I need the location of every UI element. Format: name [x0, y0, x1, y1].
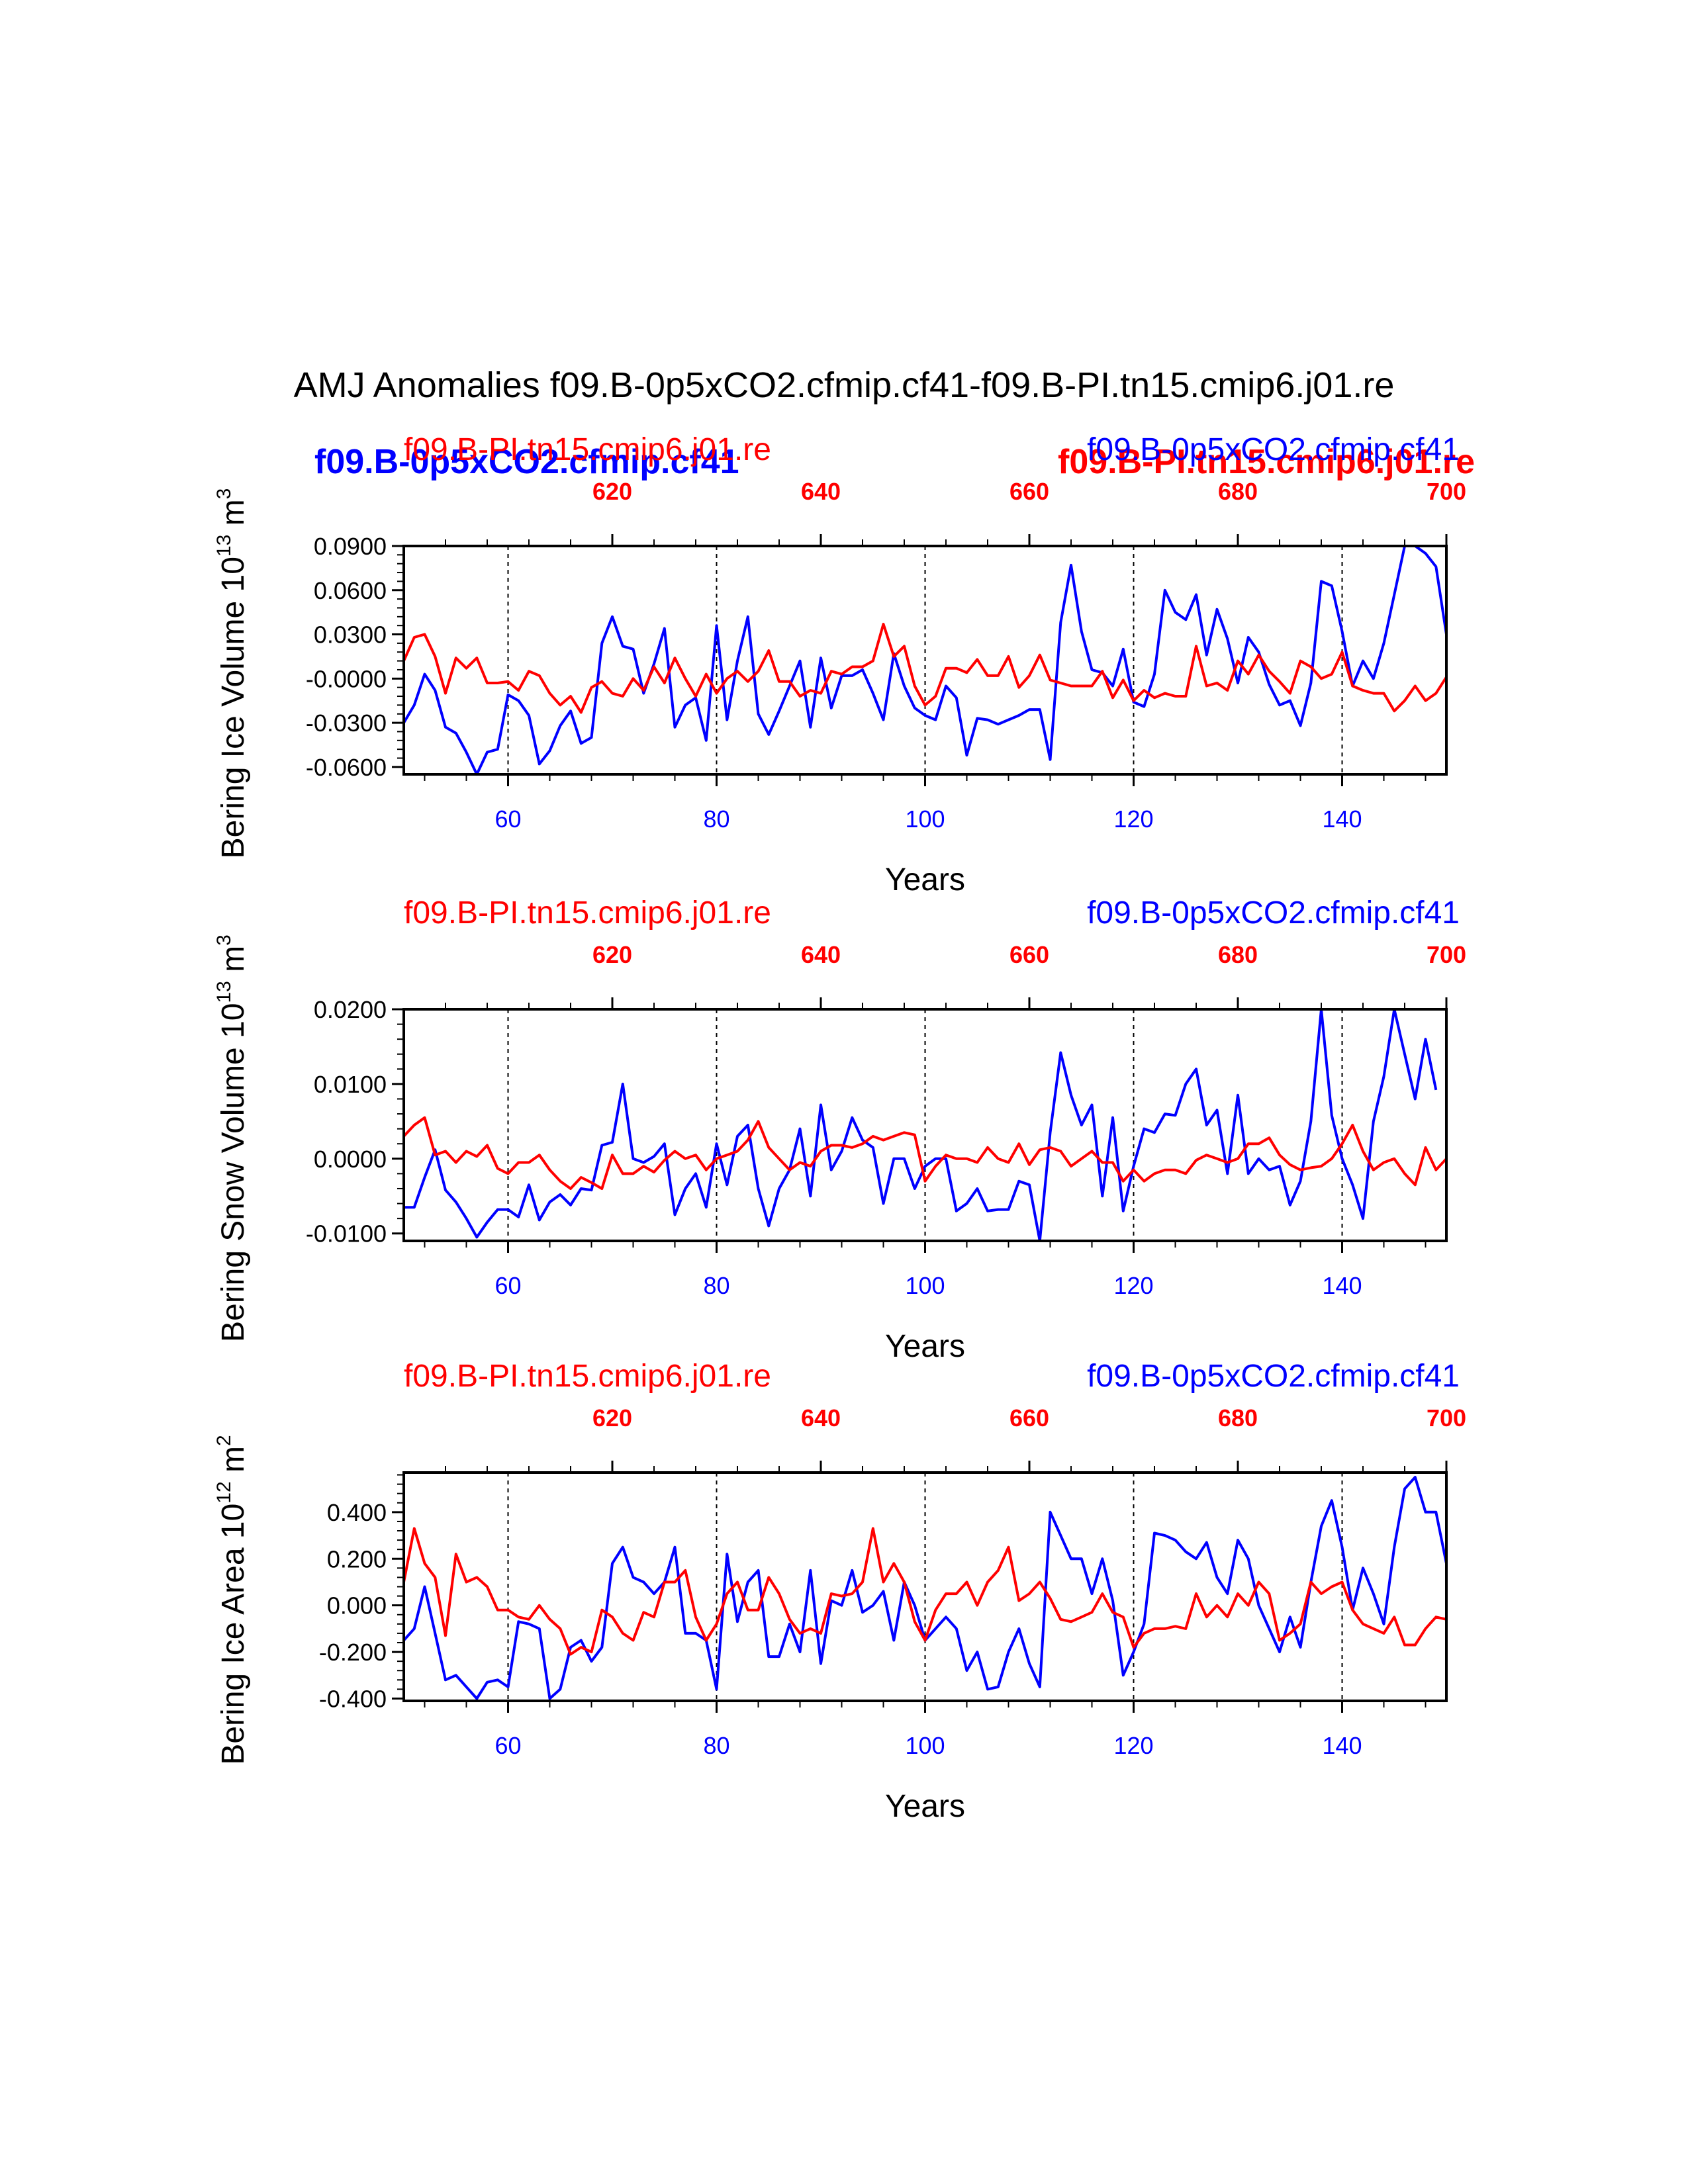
ytick-label: 0.0000	[314, 1146, 387, 1173]
top-xtick-label: 660	[1009, 478, 1049, 505]
series-experiment-line	[402, 545, 1448, 776]
xtick-label: 120	[1113, 1272, 1153, 1299]
panel-3: 0.400 0.200 0.000 -0.200 -0.400 60 80 100 120 140…	[213, 1359, 1466, 1824]
xtick-label: 60	[494, 805, 521, 833]
series-control-line	[402, 623, 1448, 714]
figure-title: AMJ Anomalies f09.B-0p5xCO2.cfmip.cf41-f…	[294, 365, 1395, 405]
xtick-label: 100	[905, 805, 945, 833]
ytick-label: 0.0100	[314, 1071, 387, 1098]
xtick-label: 60	[494, 1272, 521, 1299]
top-xtick-label: 680	[1218, 941, 1258, 968]
xtick-label: 120	[1113, 1732, 1153, 1759]
ytick-label: -0.0300	[306, 709, 387, 737]
top-xtick-label: 660	[1009, 941, 1049, 968]
yaxis-label: Bering Snow Volume 1013 m3	[213, 934, 251, 1342]
left-title: f09.B-PI.tn15.cmip6.j01.re	[404, 895, 771, 931]
overlay-label-pi: f09.B-PI.tn15.cmip6.j01.re	[1058, 443, 1475, 481]
ytick-label: -0.200	[319, 1639, 387, 1666]
panel-2: 0.0200 0.0100 0.0000 -0.0100 60 80 100 120 140 62…	[213, 895, 1466, 1364]
series-experiment-line	[404, 1008, 1438, 1242]
xaxis-label: Years	[885, 1329, 965, 1364]
top-xtick-label: 620	[592, 1404, 632, 1432]
top-xtick-label: 640	[801, 1404, 841, 1432]
right-title: f09.B-0p5xCO2.cfmip.cf41	[1087, 432, 1460, 467]
top-xtick-label: 620	[592, 478, 632, 505]
ytick-label: -0.0100	[306, 1220, 387, 1248]
top-xtick-label: 700	[1427, 941, 1466, 968]
ytick-label: 0.0900	[314, 533, 387, 560]
overlay-label-exp: f09.B-0p5xCO2.cfmip.cf41	[314, 443, 739, 481]
top-xtick-label: 700	[1427, 478, 1466, 505]
top-xtick-label: 680	[1218, 478, 1258, 505]
ytick-label: 0.000	[327, 1592, 387, 1619]
yaxis-label: Bering Ice Area 1012 m2	[213, 1435, 251, 1764]
panel-1: 0.0900 0.0600 0.0300 -0.0000 -0.0300 -0.0600 6…	[213, 432, 1466, 897]
xtick-label: 80	[703, 805, 729, 833]
xaxis-label: Years	[885, 862, 965, 897]
ytick-label: 0.0200	[314, 996, 387, 1023]
left-title: f09.B-PI.tn15.cmip6.j01.re	[404, 1359, 771, 1394]
left-title: f09.B-PI.tn15.cmip6.j01.re	[404, 432, 771, 467]
ytick-label: 0.200	[327, 1545, 387, 1572]
top-xtick-label: 700	[1427, 1404, 1466, 1432]
xtick-label: 80	[703, 1272, 729, 1299]
xtick-label: 140	[1322, 1732, 1362, 1759]
ytick-label: 0.0300	[314, 621, 387, 649]
series-control-line	[402, 1116, 1448, 1190]
ytick-label: -0.400	[319, 1685, 387, 1712]
xaxis-label: Years	[885, 1789, 965, 1824]
ytick-label: -0.0600	[306, 754, 387, 781]
xtick-label: 60	[494, 1732, 521, 1759]
ytick-label: 0.400	[327, 1499, 387, 1526]
ytick-label: 0.0600	[314, 577, 387, 604]
top-xtick-label: 680	[1218, 1404, 1258, 1432]
right-title: f09.B-0p5xCO2.cfmip.cf41	[1087, 1359, 1460, 1394]
panels: 0.0900 0.0600 0.0300 -0.0000 -0.0300 -0.0600 6…	[213, 432, 1466, 1824]
xtick-label: 120	[1113, 805, 1153, 833]
xtick-label: 140	[1322, 1272, 1362, 1299]
yaxis-label: Bering Ice Volume 1013 m3	[213, 488, 251, 859]
xtick-label: 80	[703, 1732, 729, 1759]
xtick-label: 100	[905, 1732, 945, 1759]
top-xtick-label: 640	[801, 478, 841, 505]
top-xtick-label: 640	[801, 941, 841, 968]
series-control-line	[402, 1527, 1447, 1656]
xtick-label: 140	[1322, 805, 1362, 833]
top-xtick-label: 620	[592, 941, 632, 968]
top-xtick-label: 660	[1009, 1404, 1049, 1432]
right-title: f09.B-0p5xCO2.cfmip.cf41	[1087, 895, 1460, 931]
xtick-label: 100	[905, 1272, 945, 1299]
ytick-label: -0.0000	[306, 665, 387, 692]
